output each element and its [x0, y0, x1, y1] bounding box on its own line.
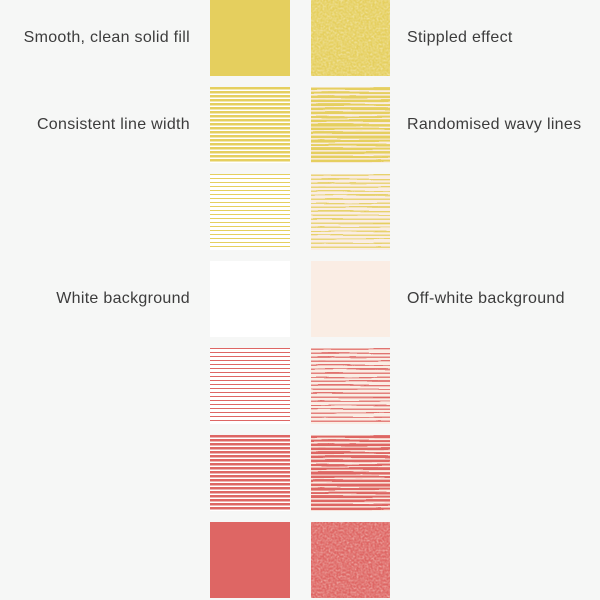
- swatch-stippled-yellow-solid: [311, 0, 390, 76]
- swatch-crisp-red-stripes-thick: [210, 435, 290, 511]
- left-label-cell: Smooth, clean solid fill: [0, 0, 210, 76]
- right-label-cell: [390, 174, 600, 250]
- textured-swatch-graphic: [311, 87, 390, 163]
- swatch-offwhite-background: [311, 261, 390, 337]
- right-label-cell: Off-white background: [390, 261, 600, 337]
- randomised-wavy-lines-label: Randomised wavy lines: [407, 116, 582, 133]
- swatch-wavy-yellow-stripes-thick: [311, 87, 390, 163]
- textured-swatch-graphic: [311, 261, 390, 337]
- comparison-row-solid-fill: Smooth, clean solid fill Stippled effect: [0, 0, 600, 76]
- right-label-cell: [390, 348, 600, 424]
- comparison-row-background: White background Off-white background: [0, 261, 600, 337]
- swatch-crisp-yellow-stripes-thick: [210, 87, 290, 163]
- right-label-cell: [390, 522, 600, 598]
- left-label-cell: [0, 174, 210, 250]
- swatch-crisp-yellow-stripes-thin: [210, 174, 290, 250]
- textured-swatch-graphic: [311, 522, 390, 598]
- swatch-wavy-red-stripes-thick: [311, 435, 390, 511]
- comparison-row-thin-yellow-lines: [0, 174, 600, 250]
- off-white-background-label: Off-white background: [407, 290, 565, 307]
- swatch-wavy-red-stripes-thin: [311, 348, 390, 424]
- textured-swatch-graphic: [311, 435, 390, 511]
- consistent-line-width-label: Consistent line width: [36, 116, 190, 133]
- swatch-smooth-yellow-solid: [210, 0, 290, 76]
- comparison-row-thick-red-lines: [0, 435, 600, 511]
- left-label-cell: White background: [0, 261, 210, 337]
- textured-swatch-graphic: [311, 348, 390, 424]
- comparison-row-thick-lines: Consistent line width Randomised wavy li…: [0, 87, 600, 163]
- swatch-stippled-red-solid: [311, 522, 390, 598]
- textured-swatch-graphic: [311, 0, 390, 76]
- swatch-wavy-yellow-stripes-thin: [311, 174, 390, 250]
- comparison-row-thin-red-lines: [0, 348, 600, 424]
- swatch-crisp-red-stripes-thin: [210, 348, 290, 424]
- left-label-cell: [0, 522, 210, 598]
- swatch-smooth-red-solid: [210, 522, 290, 598]
- textured-swatch-graphic: [311, 174, 390, 250]
- right-label-cell: [390, 435, 600, 511]
- right-label-cell: Stippled effect: [390, 0, 600, 76]
- stippled-effect-label: Stippled effect: [407, 29, 513, 46]
- smooth-solid-fill-label: Smooth, clean solid fill: [23, 29, 190, 46]
- right-label-cell: Randomised wavy lines: [390, 87, 600, 163]
- white-background-label: White background: [56, 290, 190, 307]
- left-label-cell: [0, 435, 210, 511]
- comparison-row-solid-red: [0, 522, 600, 598]
- left-label-cell: [0, 348, 210, 424]
- swatch-white-background: [210, 261, 290, 337]
- left-label-cell: Consistent line width: [0, 87, 210, 163]
